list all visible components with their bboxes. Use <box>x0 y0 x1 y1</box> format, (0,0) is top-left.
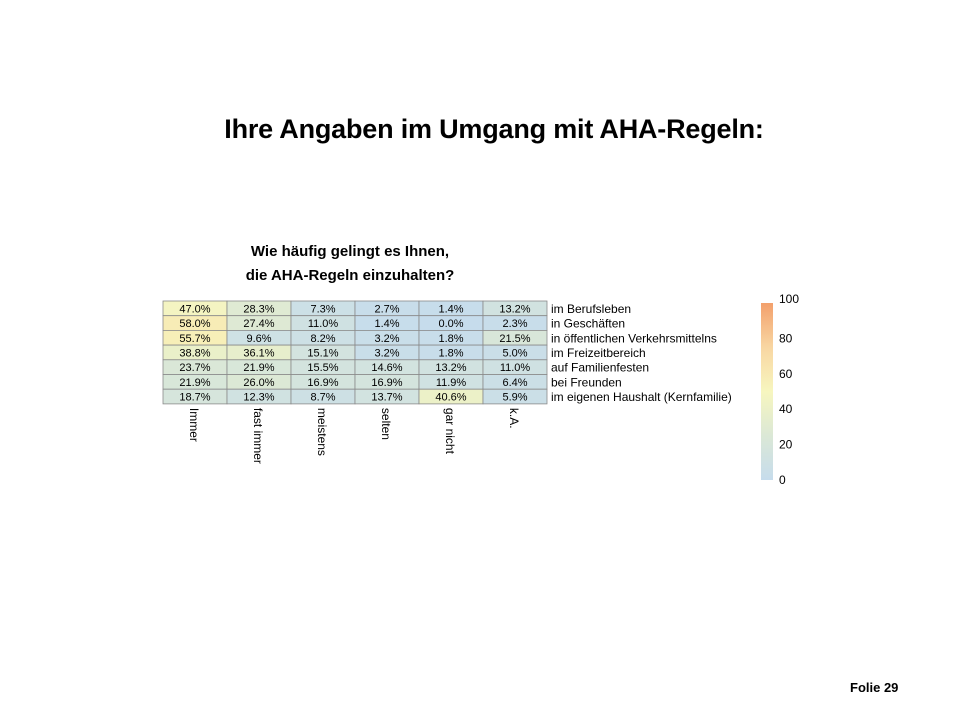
column-label: meistens <box>315 408 329 456</box>
cell-value-label: 40.6% <box>435 392 466 404</box>
cell-value-label: 18.7% <box>179 392 210 404</box>
color-scale-tick-label: 80 <box>779 331 793 345</box>
cell-value-label: 26.0% <box>243 377 274 389</box>
cell-value-label: 5.0% <box>502 347 527 359</box>
cell-value-label: 8.7% <box>310 392 335 404</box>
color-scale-bar <box>761 303 773 480</box>
chart-title: Wie häufig gelingt es Ihnen, die AHA-Reg… <box>245 243 455 284</box>
slide-title: Ihre Angaben im Umgang mit AHA-Regeln: <box>224 114 764 144</box>
cell-value-label: 5.9% <box>502 392 527 404</box>
row-label: auf Familienfesten <box>551 361 649 375</box>
column-label: k.A. <box>507 408 521 429</box>
row-label: im Freizeitbereich <box>551 346 646 360</box>
heatmap-cells: 47.0% 28.3% 7.3% 2.7% 1.4% 13.2% 58.0% 27.4% 11.… <box>162 300 548 405</box>
cell-value-label: 27.4% <box>243 318 274 330</box>
cell-value-label: 15.1% <box>307 347 338 359</box>
cell-value-label: 28.3% <box>243 303 274 315</box>
cell-value-label: 2.7% <box>374 303 399 315</box>
cell-value-label: 3.2% <box>374 333 399 345</box>
color-scale-tick-label: 0 <box>779 473 786 487</box>
cell-value-label: 21.9% <box>243 362 274 374</box>
cell-value-label: 23.7% <box>179 362 210 374</box>
color-scale-tick-label: 20 <box>779 438 793 452</box>
cell-value-label: 11.9% <box>436 377 467 389</box>
cell-value-label: 36.1% <box>243 347 274 359</box>
cell-value-label: 3.2% <box>374 347 399 359</box>
cell-value-label: 1.8% <box>438 347 463 359</box>
cell-value-label: 14.6% <box>371 362 402 374</box>
row-label: im Berufsleben <box>551 302 631 316</box>
cell-value-label: 15.5% <box>307 362 338 374</box>
cell-value-label: 2.3% <box>502 318 527 330</box>
column-label: selten <box>379 408 393 440</box>
cell-value-label: 11.0% <box>308 318 339 330</box>
row-label: bei Freunden <box>551 375 622 389</box>
heatmap-cell <box>482 388 548 405</box>
color-scale-tick-label: 40 <box>779 402 793 416</box>
slide-number: Folie 29 <box>850 680 899 695</box>
cell-value-label: 1.4% <box>374 318 399 330</box>
cell-value-label: 47.0% <box>179 303 210 315</box>
color-scale-legend: 0 20 40 60 80 100 <box>761 292 799 487</box>
cell-value-label: 21.5% <box>499 333 530 345</box>
cell-value-label: 12.3% <box>243 392 274 404</box>
color-scale-tick-label: 60 <box>779 367 793 381</box>
cell-value-label: 13.2% <box>435 362 466 374</box>
cell-value-label: 58.0% <box>179 318 210 330</box>
cell-value-label: 8.2% <box>310 333 335 345</box>
row-label: im eigenen Haushalt (Kernfamilie) <box>551 390 732 404</box>
column-labels: Immer fast immer meistens selten gar nicht k.… <box>187 408 521 464</box>
cell-value-label: 6.4% <box>502 377 527 389</box>
cell-value-label: 9.6% <box>246 333 271 345</box>
cell-value-label: 1.4% <box>438 303 463 315</box>
cell-value-label: 13.7% <box>371 392 402 404</box>
row-label: in öffentlichen Verkehrsmittelns <box>551 331 717 345</box>
column-label: fast immer <box>251 408 265 464</box>
column-label: gar nicht <box>443 408 457 455</box>
cell-value-label: 13.2% <box>499 303 530 315</box>
column-label: Immer <box>187 408 201 442</box>
cell-value-label: 16.9% <box>307 377 338 389</box>
row-label: in Geschäften <box>551 317 625 331</box>
cell-value-label: 38.8% <box>179 347 210 359</box>
cell-value-label: 11.0% <box>500 362 531 374</box>
cell-value-label: 16.9% <box>371 377 402 389</box>
cell-value-label: 1.8% <box>438 333 463 345</box>
cell-value-label: 7.3% <box>310 303 335 315</box>
color-scale-tick-label: 100 <box>779 292 799 306</box>
cell-value-label: 21.9% <box>179 377 210 389</box>
cell-value-label: 55.7% <box>179 333 210 345</box>
cell-value-label: 0.0% <box>438 318 463 330</box>
